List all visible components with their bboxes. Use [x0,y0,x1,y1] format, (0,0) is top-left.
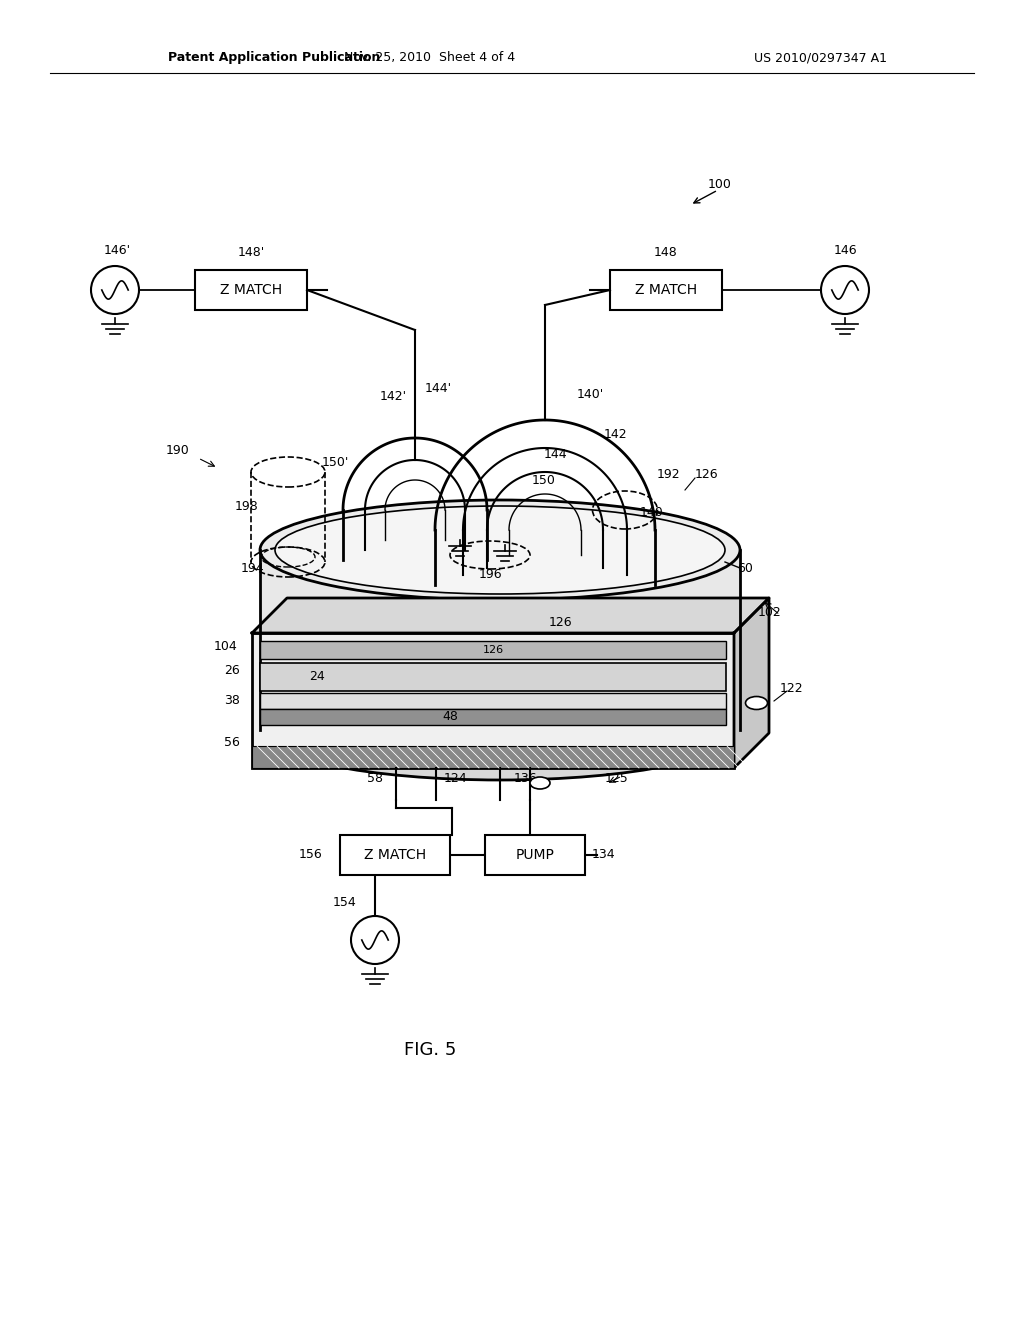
Text: 192: 192 [656,469,680,482]
Text: 24: 24 [309,671,325,684]
Text: 190: 190 [166,444,189,457]
Text: FIG. 5: FIG. 5 [403,1041,456,1059]
Text: 60: 60 [737,561,753,574]
Text: Z MATCH: Z MATCH [364,847,426,862]
Ellipse shape [275,506,725,594]
Text: 122: 122 [779,681,803,694]
Text: 144': 144' [424,381,452,395]
Text: 144: 144 [543,449,567,462]
Text: 156: 156 [298,849,322,862]
Text: 26: 26 [224,664,240,677]
Ellipse shape [530,777,550,789]
Polygon shape [734,598,769,768]
Text: US 2010/0297347 A1: US 2010/0297347 A1 [754,51,887,65]
Text: 56: 56 [224,737,240,750]
Text: 150: 150 [532,474,556,487]
Ellipse shape [260,680,740,780]
Text: 154: 154 [333,895,357,908]
Text: 142': 142' [380,391,407,404]
Text: 102: 102 [758,606,782,619]
Bar [252,634,734,768]
Ellipse shape [260,500,740,601]
Text: 148': 148' [238,246,264,259]
Text: 124: 124 [443,771,467,784]
Text: 100: 100 [708,178,732,191]
Text: 196: 196 [478,569,502,582]
Text: PUMP: PUMP [515,847,554,862]
Bar [610,271,722,310]
Bar [340,836,450,875]
Bar [260,709,726,725]
Text: 126: 126 [548,616,571,630]
Text: 38: 38 [224,694,240,708]
Text: 148: 148 [654,246,678,259]
Text: 198: 198 [236,500,259,513]
Circle shape [821,267,869,314]
Text: 140': 140' [577,388,603,401]
Bar [260,642,726,659]
Polygon shape [252,598,769,634]
Text: 140: 140 [640,506,664,519]
Text: 104: 104 [213,640,237,653]
Bar [485,836,585,875]
Bar [260,663,726,690]
Text: 126: 126 [694,469,718,482]
Text: 146': 146' [103,243,131,256]
Ellipse shape [745,697,768,710]
Text: Nov. 25, 2010  Sheet 4 of 4: Nov. 25, 2010 Sheet 4 of 4 [344,51,515,65]
Circle shape [351,916,399,964]
Text: Z MATCH: Z MATCH [220,282,282,297]
Circle shape [91,267,139,314]
Text: 142: 142 [603,429,627,441]
Text: 136: 136 [513,771,537,784]
Text: Z MATCH: Z MATCH [635,282,697,297]
Text: 146: 146 [834,243,857,256]
Text: 58: 58 [367,771,383,784]
Bar [252,746,734,768]
Text: 194: 194 [241,561,264,574]
Text: 134: 134 [591,849,614,862]
Text: 126: 126 [482,645,504,655]
Text: 150': 150' [322,455,349,469]
Text: 48: 48 [442,710,458,722]
Bar [260,693,726,709]
Text: 125: 125 [605,771,629,784]
Bar [195,271,307,310]
Text: Patent Application Publication: Patent Application Publication [168,51,380,65]
